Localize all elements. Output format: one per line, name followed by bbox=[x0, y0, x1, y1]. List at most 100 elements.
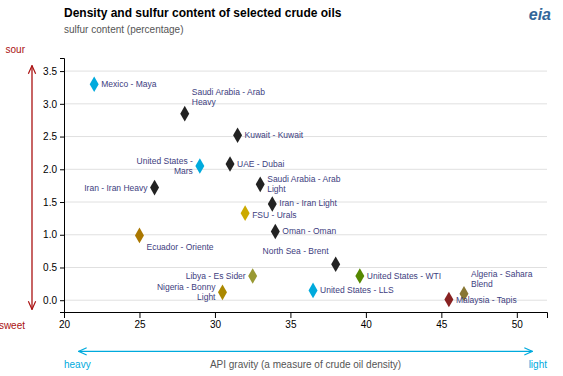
point bbox=[248, 268, 257, 284]
tick-mark bbox=[60, 71, 64, 72]
tick-label: 45 bbox=[436, 319, 448, 330]
tick-label: 40 bbox=[361, 319, 373, 330]
label-line: Heavy bbox=[192, 97, 217, 107]
tick-label: 30 bbox=[210, 319, 222, 330]
x-axis: 20 25 30 35 40 45 50 bbox=[59, 312, 548, 330]
tick-label: 50 bbox=[512, 319, 524, 330]
point-label: Iran - Iran Light bbox=[279, 198, 337, 208]
grid bbox=[64, 71, 547, 300]
tick-mark bbox=[60, 104, 64, 105]
tick-mark bbox=[366, 312, 367, 318]
annotation: sweet bbox=[0, 320, 25, 331]
point-label: Iran - Iran Heavy bbox=[84, 183, 148, 193]
tick: 2.5 bbox=[43, 131, 64, 142]
tick-mark bbox=[60, 202, 64, 203]
tick: 40 bbox=[361, 312, 373, 330]
title: Density and sulfur content of selected c… bbox=[64, 6, 342, 20]
grid-line bbox=[64, 136, 547, 137]
point bbox=[233, 127, 242, 143]
x-axis-label: API gravity (a measure of crude oil dens… bbox=[210, 359, 401, 370]
point-label: Nigeria - BonnyLight bbox=[157, 282, 216, 302]
tick: 30 bbox=[210, 312, 222, 330]
point-label: North Sea - Brent bbox=[263, 246, 330, 256]
point bbox=[135, 228, 144, 244]
label-line: Blend bbox=[471, 279, 493, 289]
label-line: Mexico - Maya bbox=[101, 79, 157, 89]
plot: 20 25 30 35 40 45 50 0.0 0.5 1.0 1.5 2.0 2.5 3.0 3.5 Me… bbox=[0, 44, 548, 370]
chart: Density and sulfur content of selected c… bbox=[0, 0, 563, 376]
label-line: Light bbox=[197, 292, 216, 302]
point-label: Kuwait - Kuwait bbox=[245, 130, 304, 140]
point bbox=[271, 224, 280, 240]
tick-mark bbox=[60, 235, 64, 236]
label-line: UAE - Dubai bbox=[237, 159, 284, 169]
label-line: Kuwait - Kuwait bbox=[245, 130, 304, 140]
tick-label: 1.5 bbox=[43, 197, 57, 208]
tick-label: 2.0 bbox=[43, 164, 57, 175]
tick-mark bbox=[290, 312, 291, 318]
point-label: Algeria - SaharaBlend bbox=[471, 269, 533, 289]
point bbox=[331, 256, 340, 272]
point bbox=[180, 106, 189, 122]
point bbox=[256, 177, 265, 193]
tick: 25 bbox=[134, 312, 146, 330]
annotation: light bbox=[529, 359, 548, 370]
tick: 45 bbox=[436, 312, 448, 330]
point-labels: Mexico - MayaSaudi Arabia - ArabHeavyKuw… bbox=[84, 79, 532, 304]
tick: 0.0 bbox=[43, 295, 64, 306]
label-line: Iran - Iran Light bbox=[279, 198, 337, 208]
point-label: United States - LLS bbox=[320, 285, 394, 295]
tick: 3.5 bbox=[43, 66, 64, 77]
point-label: Mexico - Maya bbox=[101, 79, 157, 89]
grid-line bbox=[64, 169, 547, 170]
label-line: Mars bbox=[174, 166, 193, 176]
tick-label: 35 bbox=[285, 319, 297, 330]
label-line: Algeria - Sahara bbox=[471, 269, 533, 279]
point-label: UAE - Dubai bbox=[237, 159, 284, 169]
point bbox=[226, 156, 235, 172]
point-label: Oman - Oman bbox=[282, 226, 336, 236]
label-line: Saudi Arabia - Arab bbox=[267, 174, 341, 184]
label-line: Light bbox=[267, 184, 286, 194]
axis-line bbox=[65, 313, 548, 319]
tick-label: 3.0 bbox=[43, 99, 57, 110]
label-line: FSU - Urals bbox=[252, 210, 296, 220]
tick: 20 bbox=[59, 312, 71, 330]
label-line: North Sea - Brent bbox=[263, 246, 330, 256]
tick-mark bbox=[60, 267, 64, 268]
point-label: United States - WTI bbox=[367, 271, 441, 281]
point-label: Libya - Es Sider bbox=[186, 271, 246, 281]
label-line: Ecuador - Oriente bbox=[146, 242, 213, 252]
point bbox=[90, 76, 99, 92]
point bbox=[195, 158, 204, 174]
label-line: Oman - Oman bbox=[282, 226, 336, 236]
tick-mark bbox=[215, 312, 216, 318]
tick-label: 3.5 bbox=[43, 66, 57, 77]
point-label: Ecuador - Oriente bbox=[146, 242, 213, 252]
tick-mark bbox=[517, 312, 518, 318]
point-label: Saudi Arabia - ArabLight bbox=[267, 174, 341, 194]
tick-mark bbox=[60, 169, 64, 170]
annotation: heavy bbox=[64, 359, 91, 370]
tick-label: 0.5 bbox=[43, 262, 57, 273]
point-label: Saudi Arabia - ArabHeavy bbox=[192, 87, 266, 107]
tick: 3.0 bbox=[43, 99, 64, 110]
label-line: United States - WTI bbox=[367, 271, 441, 281]
label-line: Saudi Arabia - Arab bbox=[192, 87, 266, 97]
subtitle: sulfur content (percentage) bbox=[64, 24, 184, 35]
point-label: FSU - Urals bbox=[252, 210, 296, 220]
point-label: United States -Mars bbox=[137, 156, 193, 176]
point-label: Malaysia - Tapis bbox=[456, 295, 517, 305]
label-line: Nigeria - Bonny bbox=[157, 282, 216, 292]
grid-line bbox=[64, 103, 547, 104]
tick: 2.0 bbox=[43, 164, 64, 175]
point bbox=[241, 205, 250, 221]
axis-line bbox=[60, 59, 65, 313]
tick: 1.0 bbox=[43, 229, 64, 240]
point bbox=[218, 285, 227, 301]
tick-label: 25 bbox=[134, 319, 146, 330]
point bbox=[309, 283, 318, 299]
point bbox=[355, 268, 364, 284]
logo: eia bbox=[529, 6, 551, 23]
tick: 1.5 bbox=[43, 197, 64, 208]
